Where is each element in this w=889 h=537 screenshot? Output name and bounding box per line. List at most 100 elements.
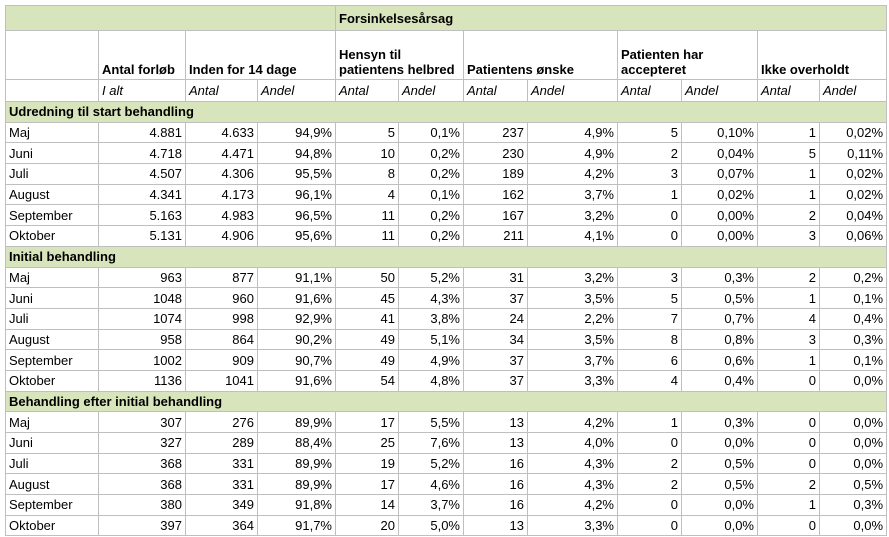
column-header: Inden for 14 dage — [185, 30, 336, 80]
data-cell: 54 — [335, 369, 399, 392]
data-cell: 2 — [617, 473, 682, 496]
data-cell: 3,7% — [398, 494, 464, 516]
data-cell: 3,2% — [527, 204, 618, 227]
data-cell: 0,0% — [818, 514, 888, 537]
data-cell: 1 — [757, 494, 820, 516]
data-cell: 331 — [185, 473, 258, 496]
data-table: Forsinkelsesårsag Antal forløb Inden for 1… — [4, 5, 888, 537]
data-cell: 11 — [335, 225, 399, 247]
data-cell: 91,8% — [257, 494, 336, 516]
data-cell: 95,6% — [257, 225, 336, 247]
data-cell: 16 — [463, 494, 528, 516]
data-cell: 331 — [185, 452, 258, 475]
row-label: Juli — [5, 307, 99, 330]
row-label: Maj — [5, 121, 99, 144]
data-cell: 0 — [757, 514, 820, 537]
data-cell: 5 — [757, 142, 820, 165]
data-cell: 49 — [335, 349, 399, 371]
data-cell: 958 — [98, 328, 186, 351]
data-cell: 2 — [757, 473, 820, 496]
subheader: I alt — [98, 79, 186, 102]
data-cell: 998 — [185, 307, 258, 330]
data-cell: 2 — [757, 204, 820, 227]
data-cell: 1 — [617, 183, 682, 206]
data-cell: 3 — [617, 163, 682, 185]
data-cell: 37 — [463, 349, 528, 371]
data-cell: 963 — [98, 266, 186, 289]
data-cell: 4.173 — [185, 183, 258, 206]
row-label: Oktober — [5, 225, 99, 247]
data-row: Maj 963 877 91,1% 50 5,2% 31 3,2% 3 0,3% 2 0,2% — [5, 266, 888, 289]
data-cell: 8 — [335, 163, 399, 185]
data-cell: 49 — [335, 328, 399, 351]
data-cell: 0,10% — [681, 121, 758, 144]
data-cell: 4,2% — [527, 494, 618, 516]
data-row: Juli 1074 998 92,9% 41 3,8% 24 2,2% 7 0,7% 4 0,4% — [5, 307, 888, 330]
data-cell: 92,9% — [257, 307, 336, 330]
section-row: Initial behandling — [4, 245, 888, 268]
data-cell: 0,02% — [818, 163, 888, 185]
data-cell: 0,0% — [818, 369, 888, 392]
data-cell: 349 — [185, 494, 258, 516]
data-cell: 0,02% — [681, 183, 758, 206]
data-cell: 0,5% — [681, 473, 758, 496]
data-cell: 7,6% — [398, 432, 464, 454]
column-header: Patientens ønske — [463, 30, 618, 80]
data-cell: 3 — [757, 328, 820, 351]
row-label: September — [5, 204, 99, 227]
data-cell: 91,6% — [257, 369, 336, 392]
data-row: Oktober 397 364 91,7% 20 5,0% 13 3,3% 0 0,0% 0 0,0% — [5, 514, 888, 537]
data-cell: 0 — [617, 432, 682, 454]
data-cell: 0,2% — [398, 225, 464, 247]
data-cell: 4,6% — [398, 473, 464, 496]
data-cell: 0,2% — [398, 163, 464, 185]
column-header: Patienten har accepteret — [617, 30, 758, 80]
column-header: Antal forløb — [98, 30, 186, 80]
data-cell: 3,5% — [527, 287, 618, 309]
data-cell: 0,2% — [398, 204, 464, 227]
data-cell: 4,9% — [527, 121, 618, 144]
subheader: Andel — [818, 79, 888, 102]
data-cell: 4,1% — [527, 225, 618, 247]
empty-cell — [5, 79, 99, 102]
data-cell: 0,1% — [398, 121, 464, 144]
row-label: September — [5, 494, 99, 516]
data-cell: 31 — [463, 266, 528, 289]
data-cell: 0,3% — [681, 266, 758, 289]
data-cell: 0 — [617, 204, 682, 227]
data-cell: 4 — [757, 307, 820, 330]
data-cell: 4 — [617, 369, 682, 392]
data-cell: 10 — [335, 142, 399, 165]
subheader: Antal — [335, 79, 399, 102]
data-cell: 0,4% — [818, 307, 888, 330]
row-label: August — [5, 183, 99, 206]
section-title: Udredning til start behandling — [4, 101, 888, 123]
data-cell: 90,2% — [257, 328, 336, 351]
data-cell: 16 — [463, 473, 528, 496]
data-cell: 5,5% — [398, 411, 464, 433]
data-row: Maj 307 276 89,9% 17 5,5% 13 4,2% 1 0,3% 0 0,0% — [5, 411, 888, 433]
data-cell: 19 — [335, 452, 399, 475]
data-cell: 0,1% — [818, 349, 888, 371]
subheader: Andel — [398, 79, 464, 102]
data-cell: 3,8% — [398, 307, 464, 330]
data-cell: 4,3% — [398, 287, 464, 309]
data-cell: 95,5% — [257, 163, 336, 185]
row-label: Juni — [5, 142, 99, 165]
data-cell: 4,0% — [527, 432, 618, 454]
data-cell: 6 — [617, 349, 682, 371]
data-cell: 162 — [463, 183, 528, 206]
data-cell: 8 — [617, 328, 682, 351]
data-cell: 5,0% — [398, 514, 464, 537]
data-cell: 2 — [617, 142, 682, 165]
data-cell: 37 — [463, 287, 528, 309]
data-cell: 1048 — [98, 287, 186, 309]
data-row: September 5.163 4.983 96,5% 11 0,2% 167 3,2% 0 0,… — [5, 204, 888, 227]
data-cell: 0 — [617, 514, 682, 537]
data-cell: 0,3% — [818, 494, 888, 516]
data-cell: 5,2% — [398, 266, 464, 289]
data-cell: 2 — [757, 266, 820, 289]
data-cell: 13 — [463, 411, 528, 433]
data-cell: 0,2% — [818, 266, 888, 289]
data-cell: 88,4% — [257, 432, 336, 454]
